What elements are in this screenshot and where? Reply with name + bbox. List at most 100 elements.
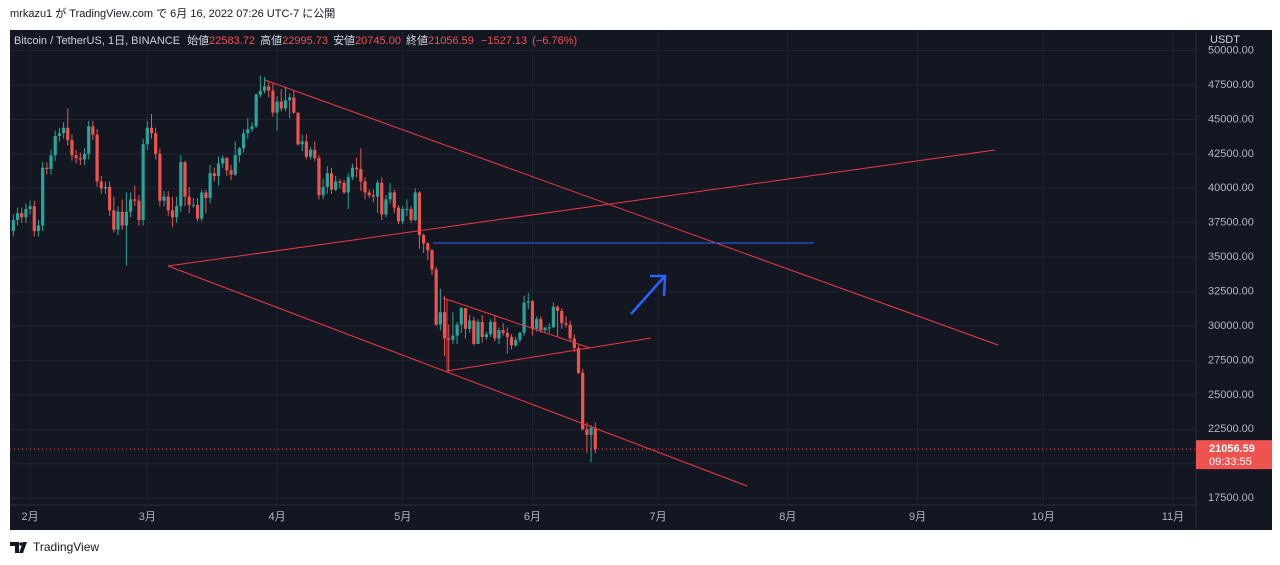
- candle-body: [53, 136, 57, 156]
- candle-body: [241, 133, 246, 149]
- x-tick-label: 3月: [139, 511, 156, 523]
- candle-body: [137, 200, 141, 220]
- candle-body: [166, 196, 170, 211]
- candle-body: [120, 211, 124, 226]
- candle-body: [78, 158, 82, 160]
- candle-body: [455, 324, 459, 336]
- candles: [11, 75, 597, 463]
- candle-body: [497, 330, 501, 339]
- candle-body: [539, 319, 543, 331]
- candle-body: [338, 181, 342, 183]
- candle-body: [417, 192, 422, 236]
- candle-body: [313, 149, 317, 159]
- candle-body: [141, 144, 145, 220]
- trend-line: [264, 79, 999, 346]
- y-tick-label: 35000.00: [1208, 251, 1254, 263]
- close-value: 21056.59: [428, 35, 474, 47]
- candle-body: [208, 173, 212, 198]
- arrow: [630, 274, 667, 315]
- candle-body: [204, 192, 208, 198]
- candle-body: [501, 330, 505, 333]
- candle-body: [401, 208, 405, 222]
- candle-body: [522, 302, 526, 333]
- candle-body: [191, 204, 195, 206]
- candle-body: [95, 134, 99, 182]
- candle-body: [438, 312, 442, 325]
- candle-body: [434, 269, 438, 325]
- close-label: 終値: [406, 33, 428, 47]
- candle-body: [11, 220, 15, 232]
- y-tick-label: 32500.00: [1208, 286, 1254, 298]
- candle-body: [405, 208, 409, 210]
- y-tick-label: 42500.00: [1208, 148, 1254, 160]
- candle-body: [375, 182, 380, 197]
- candle-body: [15, 213, 20, 220]
- candle-body: [509, 337, 514, 346]
- candle-body: [543, 327, 547, 331]
- symbol: Bitcoin / TetherUS, 1日, BINANCE: [14, 35, 180, 47]
- candle-body: [576, 348, 581, 373]
- candle-body: [258, 90, 262, 95]
- candle-body: [413, 192, 417, 220]
- logo-dot: [19, 542, 23, 546]
- candle-body: [392, 192, 396, 208]
- candle-body: [547, 327, 551, 329]
- candle-body: [149, 127, 154, 134]
- candle-body: [200, 192, 204, 219]
- candle-body: [476, 321, 480, 344]
- candle-body: [212, 173, 216, 176]
- x-tick-label: 8月: [779, 511, 796, 523]
- last-price-label: 21056.59: [1209, 443, 1255, 455]
- candle-body: [250, 126, 254, 130]
- footer-brand: TradingView: [33, 540, 99, 554]
- last-price-box: [1196, 440, 1272, 470]
- candle-body: [593, 428, 597, 450]
- footer-logo: [10, 542, 27, 553]
- candle-body: [28, 206, 32, 209]
- y-tick-label: 45000.00: [1208, 113, 1254, 125]
- high-label: 高値: [260, 33, 282, 47]
- x-tick-label: 11月: [1162, 511, 1184, 523]
- x-tick-label: 10月: [1032, 511, 1055, 523]
- candle-body: [472, 320, 476, 344]
- y-tick-label: 47500.00: [1208, 79, 1254, 91]
- candle-body: [32, 206, 36, 232]
- low-label: 安値: [333, 33, 355, 47]
- candle-body: [363, 181, 367, 193]
- candle-body: [24, 208, 28, 218]
- candle-body: [183, 162, 187, 197]
- x-tick-label: 5月: [394, 511, 411, 523]
- candle-body: [480, 321, 484, 338]
- drawings: [167, 79, 999, 487]
- candle-body: [36, 225, 41, 232]
- candle-body: [292, 97, 296, 113]
- y-tick-label: 17500.00: [1208, 492, 1254, 504]
- candle-body: [66, 127, 70, 141]
- candle-body: [162, 196, 166, 201]
- candle-body: [179, 162, 183, 207]
- candle-body: [308, 149, 313, 157]
- candle-body: [145, 127, 149, 145]
- candle-body: [380, 182, 384, 215]
- x-tick-label: 4月: [269, 511, 286, 523]
- candle-body: [560, 310, 564, 324]
- countdown: 09:33:55: [1209, 456, 1252, 468]
- candle-body: [585, 429, 589, 435]
- candle-body: [254, 94, 258, 127]
- candle-body: [279, 101, 283, 109]
- currency: USDT: [1210, 34, 1240, 46]
- candle-body: [581, 372, 585, 430]
- candle-body: [317, 158, 321, 196]
- candle-body: [154, 133, 158, 154]
- candle-body: [329, 173, 334, 190]
- trend-line: [446, 337, 652, 372]
- candle-body: [367, 192, 371, 196]
- candle-body: [187, 196, 191, 205]
- candle-body: [237, 148, 242, 156]
- candle-body: [355, 167, 359, 170]
- candle-body: [484, 334, 489, 338]
- candle-body: [442, 312, 447, 339]
- candle-body: [334, 181, 338, 190]
- y-tick-label: 40000.00: [1208, 182, 1254, 194]
